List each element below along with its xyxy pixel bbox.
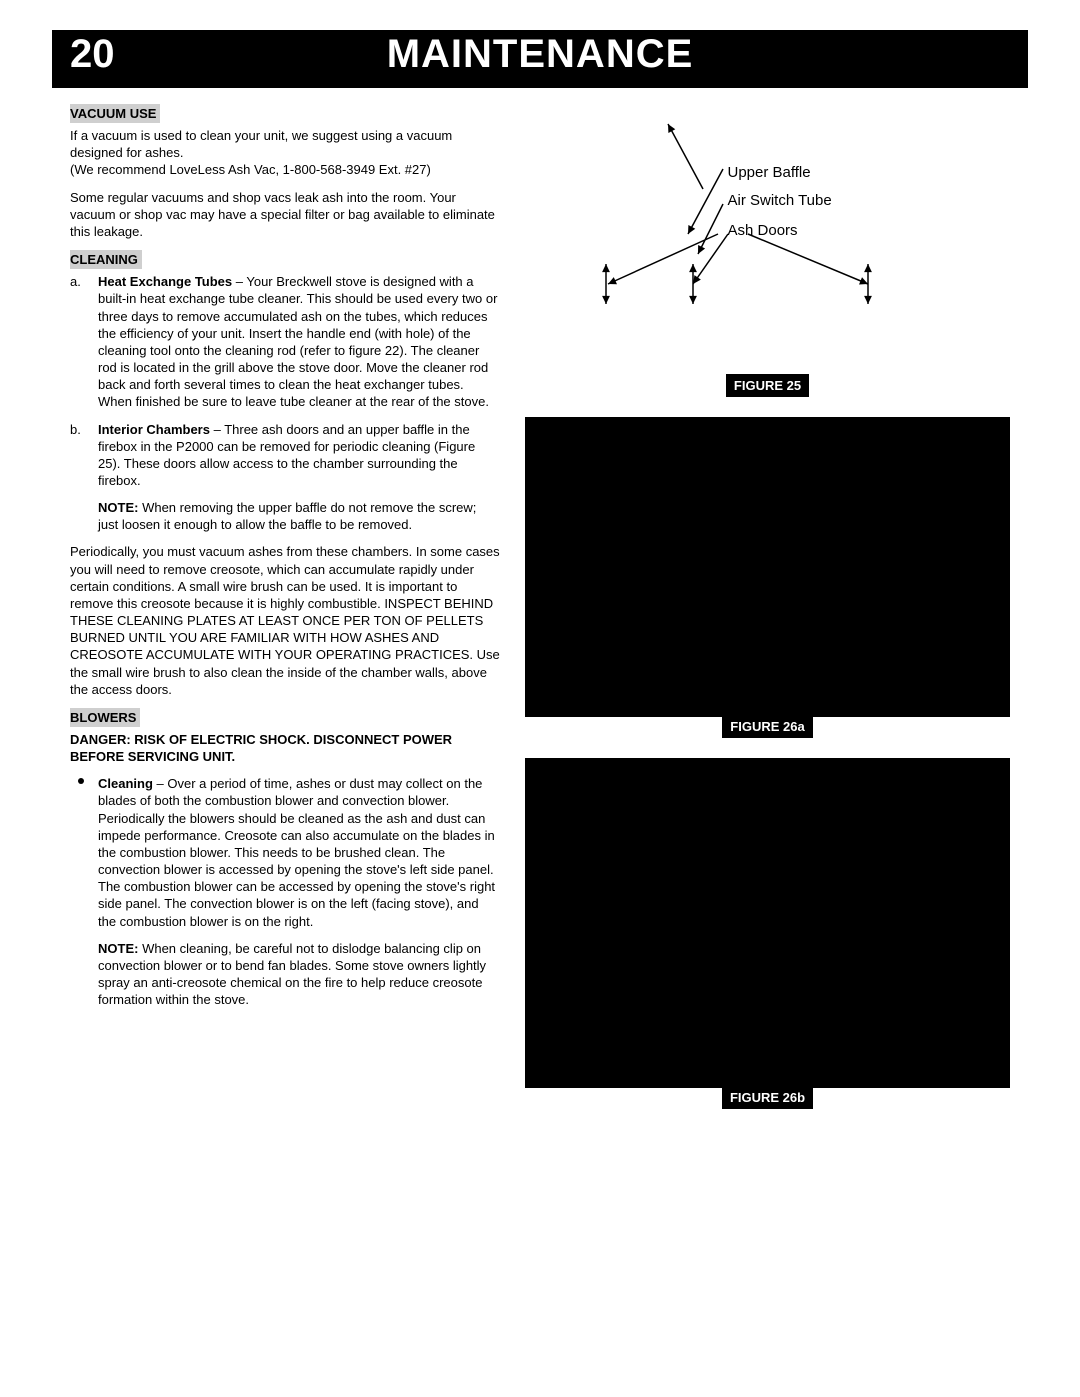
figure-26a-label: FIGURE 26a <box>722 715 812 738</box>
text: When removing the upper baffle do not re… <box>98 500 476 532</box>
text: – Over a period of time, ashes or dust m… <box>98 776 495 928</box>
note-label: NOTE: <box>98 500 138 515</box>
left-column: VACUUM USE If a vacuum is used to clean … <box>70 104 500 1109</box>
paragraph: Periodically, you must vacuum ashes from… <box>70 543 500 697</box>
bold-term: Heat Exchange Tubes <box>98 274 232 289</box>
list-item: b. Interior Chambers – Three ash doors a… <box>70 421 500 490</box>
paragraph: Some regular vacuums and shop vacs leak … <box>70 189 500 240</box>
list-marker: a. <box>70 273 81 290</box>
diagram-label: Ash Doors <box>728 222 798 239</box>
figure-26a-image <box>525 417 1010 717</box>
paragraph: If a vacuum is used to clean your unit, … <box>70 127 500 178</box>
section-heading-blowers: BLOWERS <box>70 708 140 727</box>
diagram-label: Air Switch Tube <box>728 192 832 209</box>
figure-25-diagram: Upper Baffle Air Switch Tube Ash Doors <box>558 104 978 364</box>
figure-26b-image <box>525 758 1010 1088</box>
figure-25-label: FIGURE 25 <box>726 374 809 397</box>
text: If a vacuum is used to clean your unit, … <box>70 128 452 160</box>
danger-warning: DANGER: RISK OF ELECTRIC SHOCK. DISCONNE… <box>70 731 500 765</box>
content-columns: VACUUM USE If a vacuum is used to clean … <box>70 104 1010 1109</box>
page-title: MAINTENANCE <box>52 32 1028 77</box>
bullet-icon <box>78 778 84 784</box>
header-bar: 20 MAINTENANCE <box>52 30 1028 88</box>
bold-term: Interior Chambers <box>98 422 210 437</box>
bold-term: Cleaning <box>98 776 153 791</box>
page: 20 MAINTENANCE VACUUM USE If a vacuum is… <box>0 0 1080 1397</box>
figure-label-row: FIGURE 26a <box>525 715 1010 738</box>
right-column: Upper Baffle Air Switch Tube Ash Doors F… <box>525 104 1010 1109</box>
diagram-label: Upper Baffle <box>728 164 811 181</box>
text: (We recommend LoveLess Ash Vac, 1-800-56… <box>70 162 431 177</box>
section-heading-cleaning: CLEANING <box>70 250 142 269</box>
text: When cleaning, be careful not to dislodg… <box>98 941 486 1007</box>
spacer <box>525 738 1010 758</box>
list-item: Cleaning – Over a period of time, ashes … <box>70 775 500 929</box>
note: NOTE: When removing the upper baffle do … <box>70 499 500 533</box>
list-item: a. Heat Exchange Tubes – Your Breckwell … <box>70 273 500 410</box>
section-heading-vacuum-use: VACUUM USE <box>70 104 160 123</box>
bold-text: DANGER: RISK OF ELECTRIC SHOCK. DISCONNE… <box>70 732 452 764</box>
note: NOTE: When cleaning, be careful not to d… <box>70 940 500 1009</box>
text: – Your Breckwell stove is designed with … <box>98 274 497 409</box>
figure-label-row: FIGURE 26b <box>525 1086 1010 1109</box>
note-label: NOTE: <box>98 941 138 956</box>
figure-label-row: FIGURE 25 <box>525 374 1010 397</box>
figure-26b-label: FIGURE 26b <box>722 1086 813 1109</box>
list-marker: b. <box>70 421 81 438</box>
spacer <box>525 397 1010 417</box>
